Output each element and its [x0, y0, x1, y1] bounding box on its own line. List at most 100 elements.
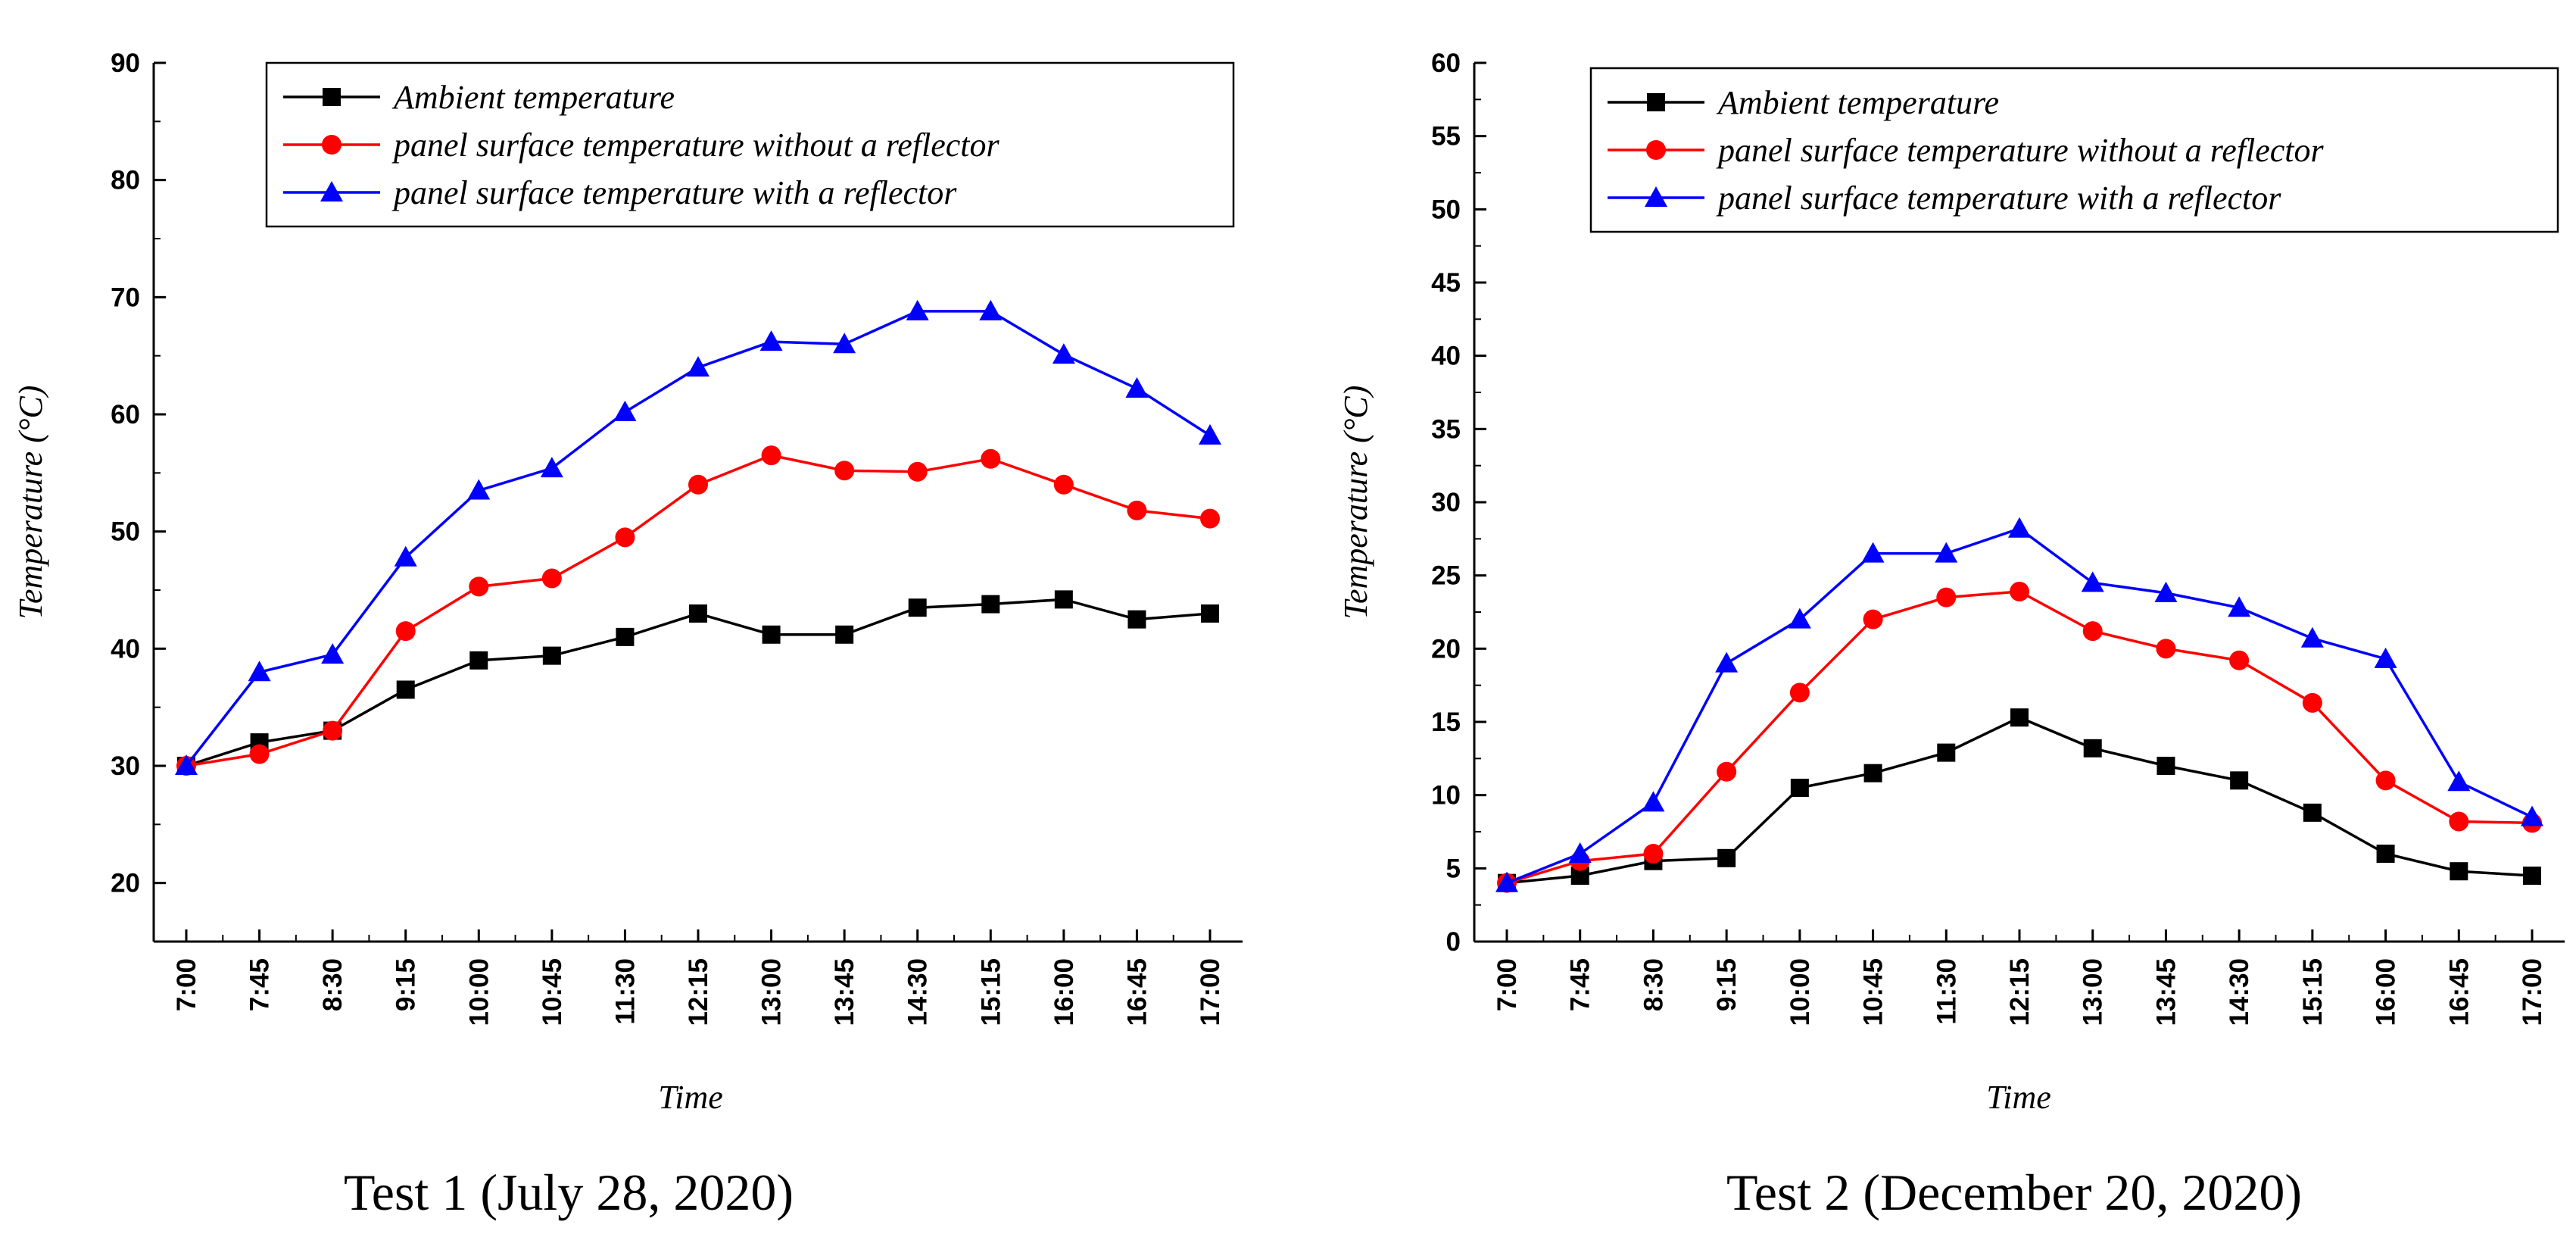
- legend-label: panel surface temperature with a reflect…: [391, 174, 957, 211]
- data-point-series-2: [2229, 650, 2250, 670]
- legend-label: panel surface temperature without a refl…: [391, 127, 1000, 164]
- data-point-series-1: [2376, 845, 2395, 863]
- data-point-series-1: [2083, 739, 2102, 758]
- data-point-series-3: [2154, 581, 2178, 602]
- data-point-series-3: [1715, 651, 1739, 673]
- data-point-series-3: [2447, 770, 2471, 792]
- data-point-series-2: [2156, 639, 2176, 659]
- data-point-series-2: [395, 621, 416, 642]
- data-point-series-1: [908, 598, 927, 617]
- y-tick-label: 20: [111, 869, 140, 898]
- data-point-series-1: [2010, 708, 2029, 727]
- data-point-series-3: [1568, 842, 1592, 863]
- data-point-series-3: [687, 356, 709, 377]
- data-point-series-3: [906, 299, 929, 320]
- legend-marker: [1645, 186, 1667, 207]
- data-point-series-2: [1200, 508, 1220, 529]
- data-point-series-2: [981, 448, 1001, 469]
- x-tick-label: 10:45: [1859, 958, 1888, 1026]
- y-tick-label: 60: [111, 400, 140, 430]
- y-tick-label: 60: [1431, 48, 1461, 78]
- series-line-2: [1506, 590, 2533, 885]
- data-point-series-1: [2303, 803, 2322, 822]
- x-tick-label: 10:00: [1785, 958, 1815, 1026]
- y-tick-label: 80: [111, 166, 140, 195]
- data-point-series-2: [323, 720, 343, 741]
- x-tick-label: 13:45: [830, 958, 859, 1026]
- x-tick-label: 11:30: [610, 958, 640, 1025]
- y-axis-label: Temperature (°C): [1337, 386, 1374, 620]
- y-tick-label: 35: [1431, 414, 1461, 444]
- legend-marker: [322, 135, 341, 155]
- legend-label: panel surface temperature with a reflect…: [1716, 180, 2281, 217]
- legend-box: [265, 61, 1235, 228]
- y-tick-label: 70: [111, 283, 140, 312]
- y-tick-label: 15: [1431, 708, 1461, 737]
- data-point-series-1: [689, 604, 707, 623]
- data-point-series-3: [613, 400, 637, 421]
- chart-caption: Test 2 (December 20, 2020): [1726, 1164, 2302, 1221]
- data-point-series-2: [2082, 621, 2103, 642]
- legend-label: Ambient temperature: [1716, 84, 1999, 121]
- x-tick-label: 14:30: [2225, 958, 2254, 1026]
- data-point-series-2: [1053, 474, 1074, 495]
- legend-label: Ambient temperature: [391, 79, 675, 116]
- chart-2: 0 5 10 15 20 25 30 35 40 45 50 55 60 7:00 7:45 8:30 9:15…: [1337, 48, 2565, 1221]
- legend-marker: [1646, 140, 1666, 160]
- legend-box: [1589, 67, 2559, 233]
- x-axis-label: Time: [1986, 1079, 2051, 1116]
- data-point-series-1: [1790, 779, 1809, 797]
- x-tick-label: 11:30: [1932, 958, 1961, 1025]
- data-point-series-3: [833, 333, 856, 354]
- x-tick-label: 8:30: [318, 958, 348, 1011]
- data-point-series-2: [1863, 609, 1883, 629]
- chart-1: 20 30 40 50 60 70 80 90 7:00 7:45 8:30 9:15 10:00 10:…: [12, 48, 1243, 1221]
- data-point-series-1: [469, 651, 488, 670]
- legend-label: panel surface temperature without a refl…: [1716, 132, 2324, 169]
- x-tick-label: 12:15: [2005, 958, 2035, 1026]
- data-point-series-3: [2228, 596, 2251, 617]
- y-tick-label: 90: [111, 48, 140, 78]
- data-point-series-1: [542, 646, 561, 665]
- data-point-series-3: [2300, 626, 2324, 648]
- data-point-series-3: [321, 643, 345, 664]
- x-tick-label: 17:00: [2518, 958, 2547, 1026]
- data-point-series-3: [540, 457, 563, 478]
- data-point-series-2: [541, 568, 562, 589]
- y-tick-label: 50: [111, 517, 140, 547]
- data-point-series-1: [616, 627, 635, 646]
- data-point-series-2: [1789, 683, 1810, 703]
- data-point-series-3: [1495, 871, 1518, 892]
- data-point-series-2: [834, 461, 855, 481]
- data-point-series-2: [2375, 770, 2396, 791]
- x-axis-label: Time: [658, 1079, 723, 1116]
- data-point-series-3: [1935, 542, 1958, 563]
- x-tick-label: 7:00: [172, 958, 201, 1011]
- data-point-series-3: [2008, 517, 2031, 538]
- data-point-series-2: [1936, 587, 1957, 608]
- x-tick-label: 10:00: [464, 958, 494, 1026]
- y-tick-label: 10: [1431, 781, 1461, 811]
- data-point-series-1: [2157, 757, 2175, 775]
- x-tick-label: 13:00: [2079, 958, 2108, 1026]
- x-tick-label: 17:00: [1196, 958, 1225, 1026]
- x-tick-label: 12:15: [684, 958, 713, 1026]
- data-point-series-2: [1717, 761, 1737, 782]
- x-tick-label: 10:45: [538, 958, 567, 1026]
- x-tick-label: 9:15: [391, 958, 421, 1011]
- y-tick-label: 20: [1431, 634, 1461, 664]
- x-tick-label: 8:30: [1639, 958, 1668, 1011]
- y-tick-label: 55: [1431, 122, 1461, 152]
- data-point-series-1: [1054, 590, 1073, 609]
- data-point-series-3: [394, 545, 417, 567]
- y-tick-label: 30: [1431, 488, 1461, 517]
- data-point-series-2: [249, 744, 270, 764]
- x-tick-label: 16:45: [1122, 958, 1152, 1026]
- data-point-series-2: [907, 461, 928, 482]
- data-point-series-3: [2374, 647, 2397, 668]
- data-point-series-1: [762, 625, 781, 644]
- data-point-series-1: [981, 595, 1000, 614]
- x-tick-label: 13:00: [757, 958, 787, 1026]
- y-axis-label: Temperature (°C): [12, 386, 49, 620]
- data-point-series-2: [761, 445, 781, 466]
